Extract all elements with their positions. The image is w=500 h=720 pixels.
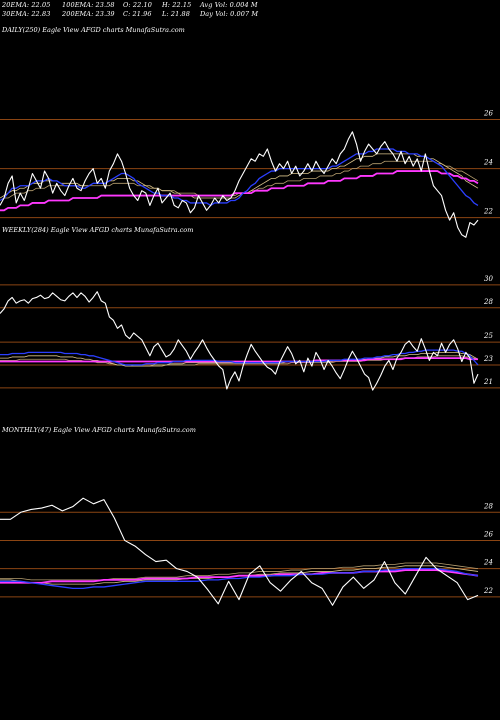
weekly-y-tick-label: 21	[483, 378, 493, 386]
avg-vol-label: Avg Vol: 0.004 M	[200, 1, 258, 9]
monthly-y-tick-label: 26	[483, 530, 493, 538]
weekly-panel: 30 28 25 23 21	[0, 275, 500, 391]
weekly-y-tick-label: 30	[484, 275, 493, 283]
monthly-ema-fast-line	[0, 567, 479, 590]
monthly-y-tick-label: 28	[483, 502, 493, 510]
daily-price-line	[0, 131, 479, 238]
weekly-ema-fast-line	[0, 349, 479, 366]
low-label: L: 21.88	[162, 10, 190, 18]
weekly-panel-title: WEEKLY(284) Eagle View AFGD charts Munaf…	[2, 226, 194, 234]
weekly-y-tick-label: 28	[483, 298, 493, 306]
daily-y-tick-label: 22	[483, 208, 493, 216]
weekly-y-tick-label: 23	[483, 355, 493, 363]
ema100-label: 100EMA: 23.58	[62, 1, 115, 9]
weekly-ema-long-line	[0, 357, 478, 363]
daily-y-tick-label: 24	[483, 159, 493, 167]
daily-y-tick-label: 26	[483, 110, 493, 118]
ema200-label: 200EMA: 23.39	[62, 10, 115, 18]
monthly-ema-slow-line	[0, 562, 479, 581]
monthly-y-tick-label: 24	[483, 559, 493, 567]
daily-panel: 26 24 22	[0, 110, 500, 238]
daily-ema-fast-line	[0, 148, 479, 207]
daily-ema-long-line	[0, 170, 479, 212]
monthly-y-tick-label: 22	[483, 587, 493, 595]
monthly-panel: 28 26 24 22	[0, 497, 500, 606]
daily-ema-mid-line	[0, 153, 479, 199]
monthly-ema-long-line	[0, 569, 479, 584]
ema20-label: 20EMA: 22.05	[2, 1, 51, 9]
high-label: H: 22.15	[162, 1, 192, 9]
day-vol-label: Day Vol: 0.007 M	[200, 10, 259, 18]
daily-panel-title: DAILY(250) Eagle View AFGD charts Munafa…	[2, 26, 185, 34]
ema30-label: 30EMA: 22.83	[2, 10, 51, 18]
monthly-panel-title: MONTHLY(47) Eagle View AFGD charts Munaf…	[2, 426, 196, 434]
weekly-price-line	[0, 291, 479, 391]
open-label: O: 22.10	[123, 1, 152, 9]
close-label: C: 21.96	[123, 10, 152, 18]
monthly-price-line	[0, 497, 479, 606]
weekly-y-tick-label: 25	[483, 332, 493, 340]
